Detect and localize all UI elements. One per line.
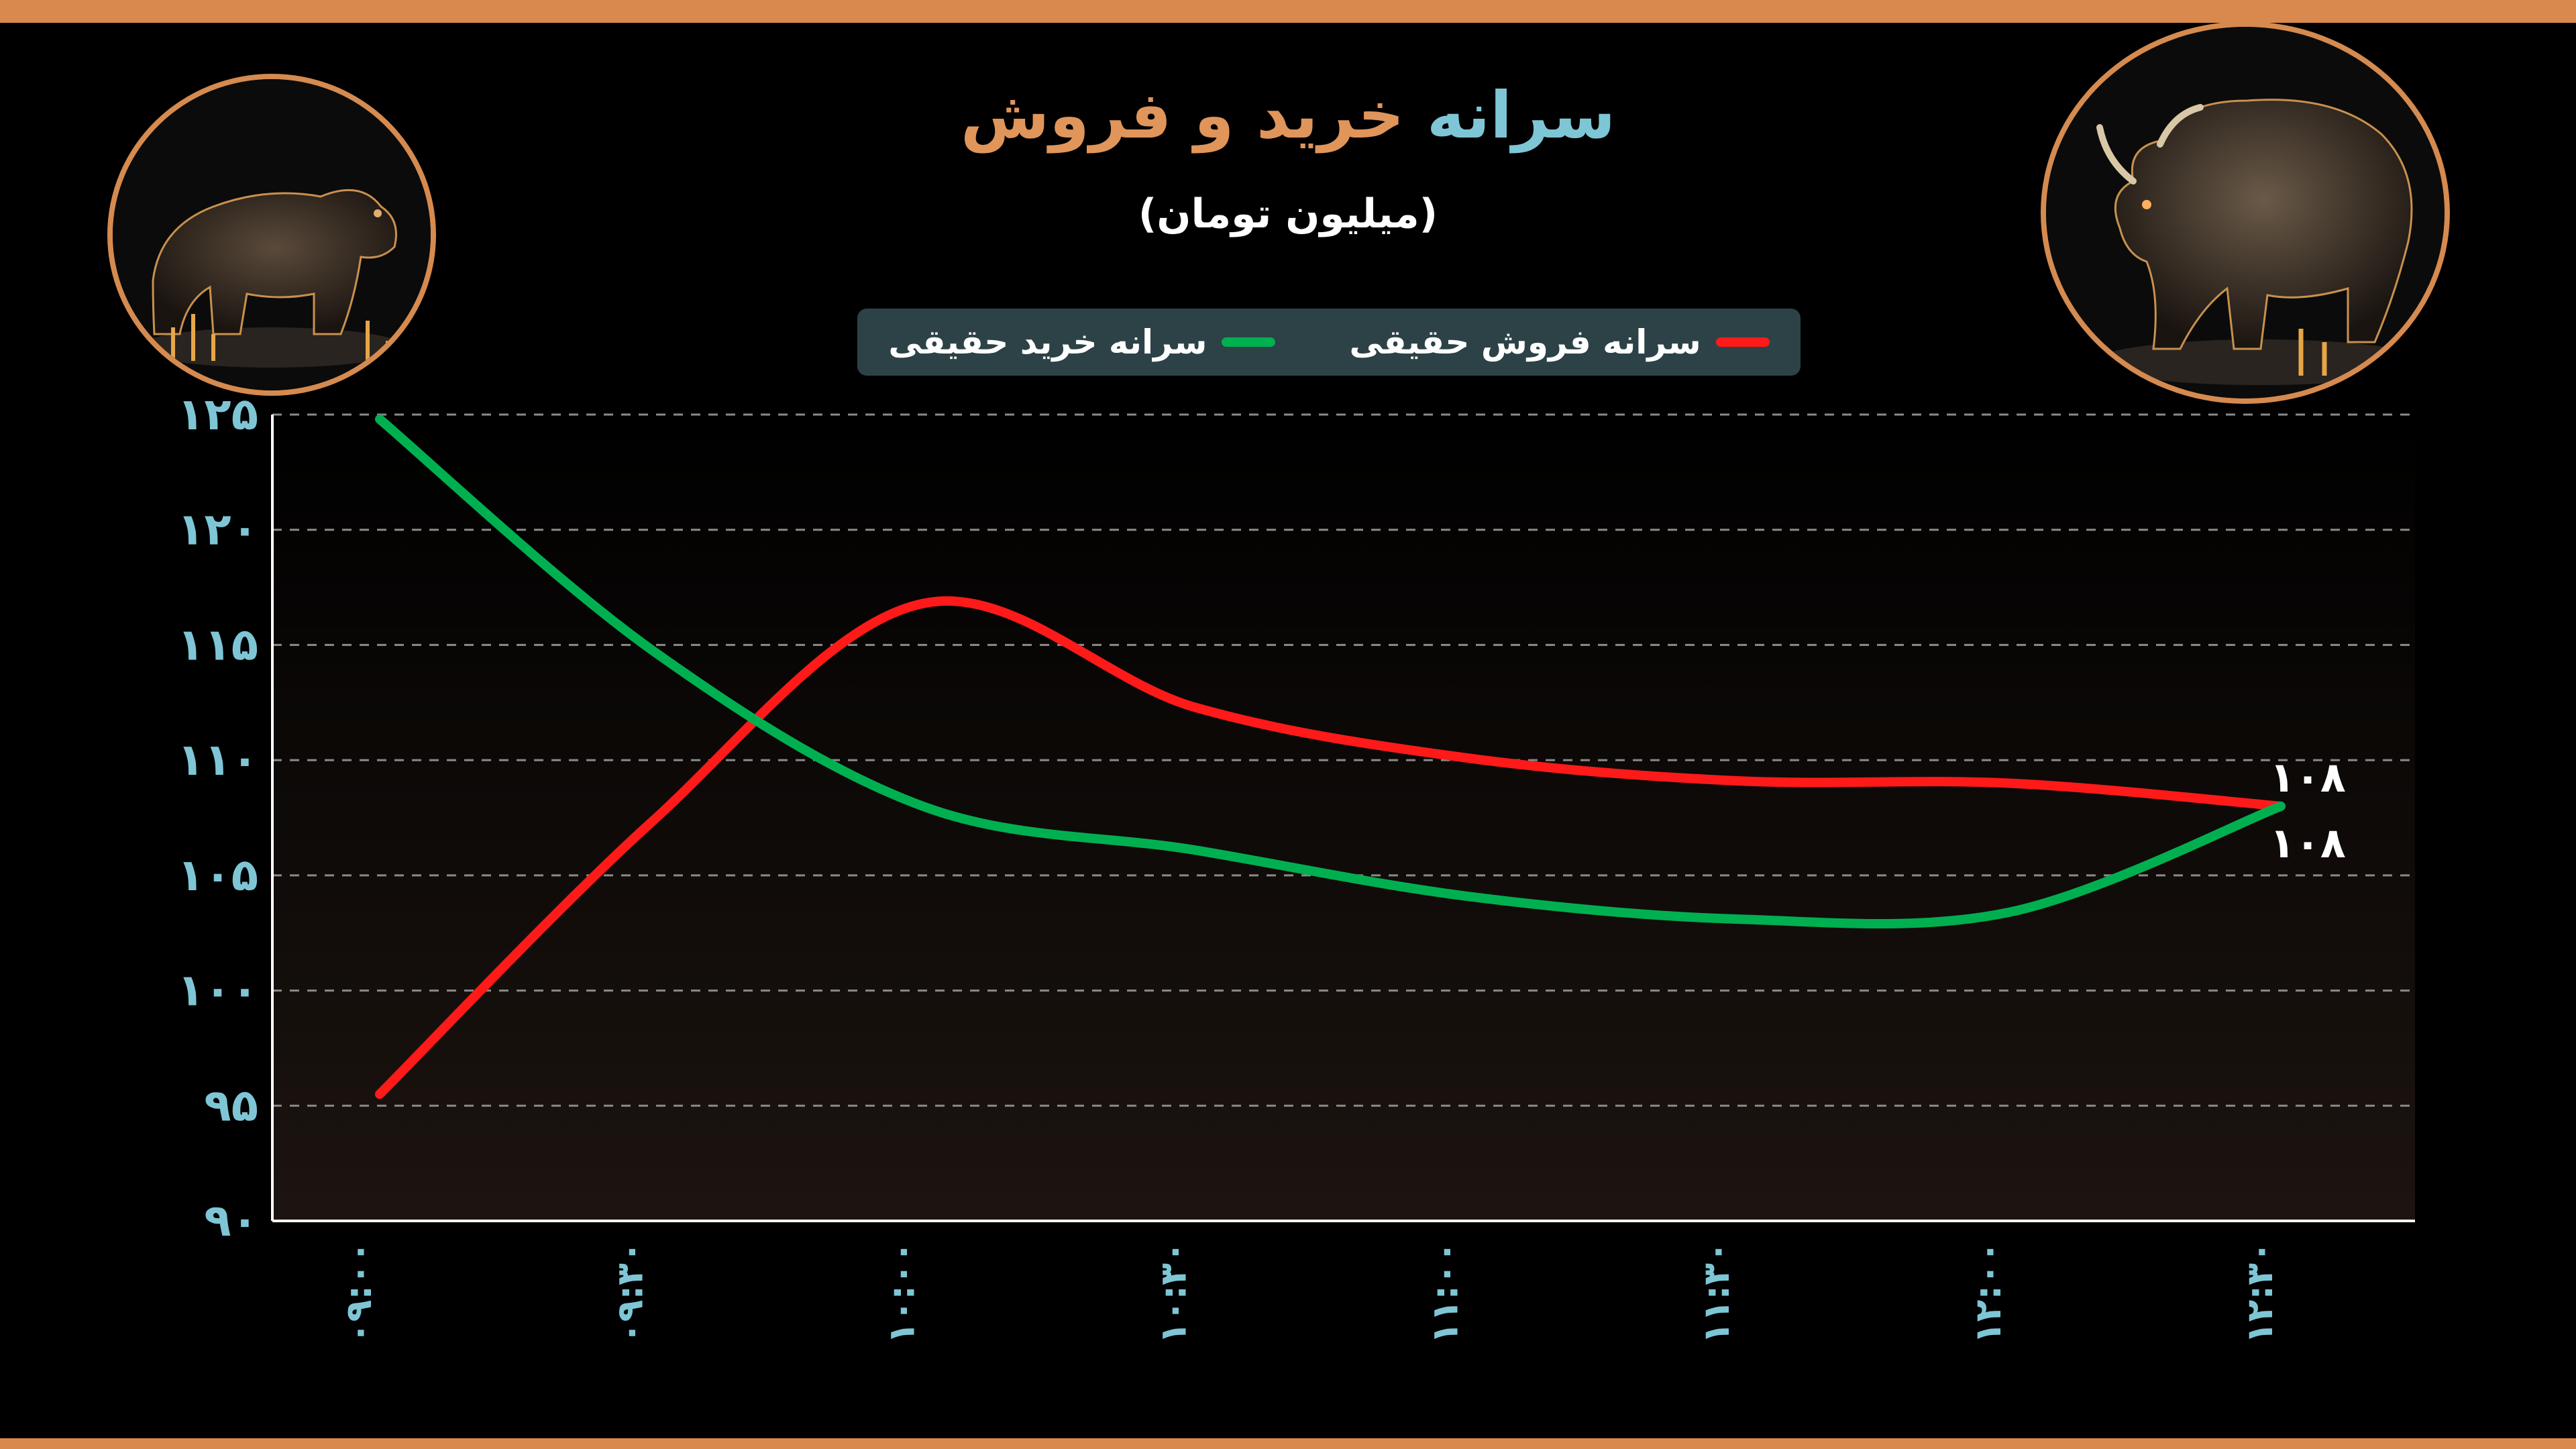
- x-tick-label: ۱۱:۳۰: [1695, 1241, 1737, 1344]
- y-tick-label: ۱۰۵: [177, 849, 258, 901]
- x-tick-label: ۱۲:۰۰: [1967, 1241, 2009, 1344]
- plot-area: [272, 415, 2415, 1221]
- x-axis-ticks: ۰۹:۰۰ ۰۹:۳۰ ۱۰:۰۰ ۱۰:۳۰ ۱۱:۰۰ ۱۱:۳۰ ۱۲:۰۰ ۱۲:۳۰: [337, 1241, 2281, 1344]
- x-tick-label: ۱۱:۰۰: [1424, 1241, 1466, 1344]
- x-tick-label: ۰۹:۰۰: [337, 1241, 380, 1344]
- legend-swatch-buy: [1222, 337, 1276, 347]
- top-frame-bar: [0, 0, 2576, 23]
- y-tick-label: ۹۵: [204, 1079, 258, 1131]
- y-tick-label: ۱۱۵: [177, 619, 258, 670]
- x-tick-label: ۱۲:۳۰: [2239, 1241, 2281, 1344]
- buy-series-line: [375, 414, 2286, 929]
- sell-series-line: [375, 596, 2286, 1099]
- y-tick-label: ۱۰۰: [177, 965, 258, 1016]
- y-tick-label: ۱۱۰: [177, 734, 258, 786]
- series-lines: [375, 414, 2286, 1099]
- legend-label-sell: سرانه فروش حقیقی: [1349, 323, 1701, 362]
- bull-icon: [2041, 21, 2450, 404]
- x-tick-label: ۱۰:۰۰: [881, 1241, 923, 1344]
- chart-subtitle: (میلیون تومان): [1138, 191, 1438, 237]
- legend-swatch-sell: [1715, 337, 1770, 347]
- x-tick-label: ۰۹:۳۰: [609, 1241, 651, 1344]
- bottom-frame-bar: [0, 1438, 2576, 1449]
- chart-legend: سرانه فروش حقیقی سرانه خرید حقیقی: [857, 309, 1801, 376]
- legend-label-buy: سرانه خرید حقیقی: [888, 323, 1208, 362]
- grid-lines: [272, 413, 2415, 1107]
- buy-end-label: ۱۰۸: [2269, 818, 2346, 867]
- chart-title: سرانه خرید و فروش: [953, 80, 1623, 152]
- sell-end-label: ۱۰۸: [2269, 753, 2346, 802]
- legend-item-buy: سرانه خرید حقیقی: [888, 323, 1276, 362]
- x-tick-label: ۱۰:۳۰: [1152, 1241, 1194, 1344]
- y-tick-label: ۱۲۵: [177, 388, 258, 440]
- y-axis-ticks: ۹۰ ۹۵ ۱۰۰ ۱۰۵ ۱۱۰ ۱۱۵ ۱۲۰ ۱۲۵: [177, 388, 258, 1246]
- legend-item-sell: سرانه فروش حقیقی: [1349, 323, 1770, 362]
- y-tick-label: ۹۰: [204, 1195, 258, 1246]
- bear-icon: [107, 74, 436, 396]
- y-tick-label: ۱۲۰: [177, 504, 258, 555]
- axes: [271, 415, 2415, 1222]
- title-part-1: سرانه: [1426, 78, 1616, 153]
- title-part-2: خرید و فروش: [960, 78, 1405, 153]
